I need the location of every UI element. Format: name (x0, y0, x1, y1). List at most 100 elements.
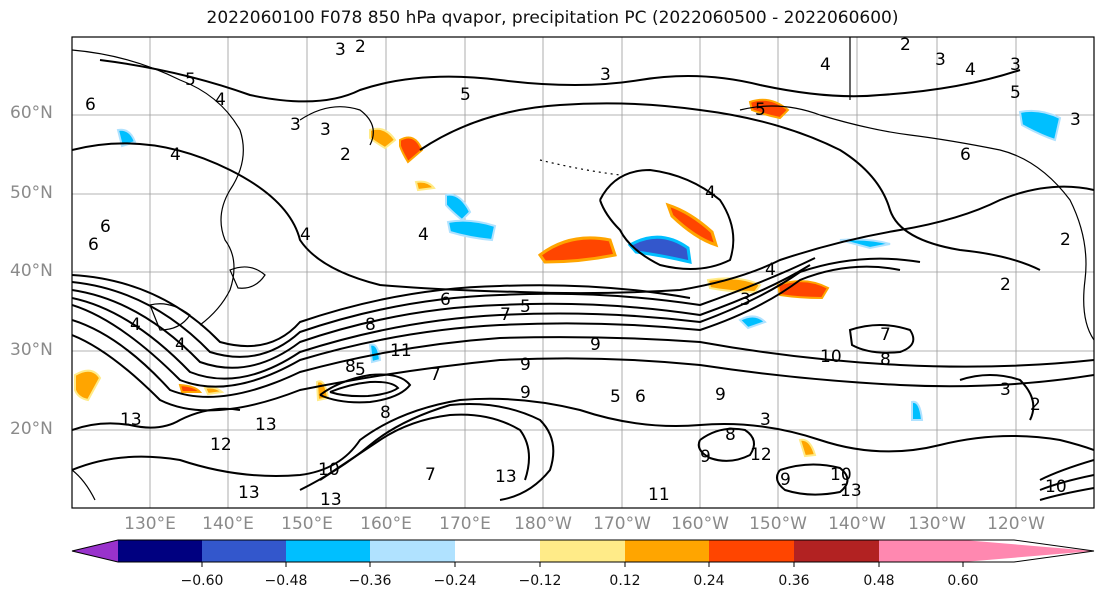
lon-label-130w: 130°W (908, 514, 966, 534)
contour-label: 2 (1030, 395, 1041, 415)
lon-label-150e: 150°E (281, 514, 333, 534)
contour-label: 5 (460, 85, 471, 105)
contour-label: 2 (1060, 230, 1071, 250)
contour-label: 9 (590, 335, 601, 355)
lon-label-160w: 160°W (671, 514, 729, 534)
contour-label: 4 (765, 260, 776, 280)
contour-label: 2 (1000, 275, 1011, 295)
contour-label: 11 (648, 485, 670, 505)
lon-label-120w: 120°W (987, 514, 1045, 534)
contour-label: 3 (290, 115, 301, 135)
contour-label: 10 (830, 465, 852, 485)
contour-label: 3 (335, 40, 346, 60)
contour-label: 6 (960, 145, 971, 165)
lat-label-20n: 20°N (10, 419, 53, 439)
colorbar-tick-label: 0.36 (778, 573, 810, 589)
contour-label: 5 (355, 360, 366, 380)
contour-label: 4 (820, 55, 831, 75)
colorbar-bin (709, 540, 794, 562)
contour-label: 3 (1010, 55, 1021, 75)
contour-label: 10 (318, 460, 340, 480)
contour-label: 10 (820, 347, 842, 367)
colorbar-bin (794, 540, 879, 562)
figure-title: 2022060100 F078 850 hPa qvapor, precipit… (206, 8, 899, 28)
contour-label: 6 (85, 95, 96, 115)
lat-label-30n: 30°N (10, 340, 53, 360)
contour-label: 3 (740, 290, 751, 310)
contour-label: 3 (600, 65, 611, 85)
colorbar-bin (118, 540, 202, 562)
contour-label: 4 (300, 225, 311, 245)
contour-label: 2 (900, 35, 911, 55)
contour-labels: 3 2 5 4 6 3 5 3 4 2 3 4 3 2 6 5 3 4 5 4 … (85, 35, 1081, 510)
contour-label: 3 (1070, 110, 1081, 130)
colorbar-tick-label: −0.60 (180, 573, 224, 589)
contour-label: 4 (170, 145, 181, 165)
contour-label: 7 (880, 325, 891, 345)
contour-label: 2 (355, 37, 366, 57)
contour-label: 5 (755, 100, 766, 120)
colorbar-tick-label: −0.24 (433, 573, 477, 589)
contour-label: 9 (780, 470, 791, 490)
contour-label: 5 (610, 387, 621, 407)
contour-label: 4 (418, 225, 429, 245)
colorbar-tick-label: −0.48 (264, 573, 308, 589)
contour-label: 7 (430, 365, 441, 385)
colorbar-tick-label: 0.60 (947, 573, 979, 589)
colorbar-outline (71, 539, 1095, 563)
colorbar-bin (879, 540, 963, 562)
contour-label: 11 (390, 341, 412, 361)
contour-label: 4 (175, 335, 186, 355)
contour-label: 9 (520, 355, 531, 375)
contour-label: 8 (880, 350, 891, 370)
contour-label: 4 (215, 90, 226, 110)
lon-label-170e: 170°E (439, 514, 491, 534)
lon-label-170w: 170°W (593, 514, 651, 534)
contour-label: 5 (185, 70, 196, 90)
coastlines (72, 37, 1094, 501)
contour-label: 6 (635, 387, 646, 407)
contour-label: 8 (345, 357, 356, 377)
colorbar-tick-label: −0.36 (348, 573, 392, 589)
lon-label-130e: 130°E (124, 514, 176, 534)
contour-label: 9 (700, 447, 711, 467)
colorbar (71, 539, 1095, 567)
colorbar-extend-low (72, 540, 118, 562)
contour-label: 8 (365, 315, 376, 335)
precip-pc-shading (74, 98, 1062, 458)
contour-label: 2 (340, 145, 351, 165)
contour-label: 13 (495, 467, 517, 487)
contour-label: 10 (1045, 477, 1067, 497)
contour-label: 13 (238, 483, 260, 503)
contour-label: 9 (715, 385, 726, 405)
contour-label: 4 (130, 315, 141, 335)
contour-label: 7 (425, 465, 436, 485)
contour-label: 8 (380, 403, 391, 423)
lon-label-180w: 180°W (514, 514, 572, 534)
lat-label-40n: 40°N (10, 261, 53, 281)
lat-label-60n: 60°N (10, 103, 53, 123)
contour-label: 4 (705, 183, 716, 203)
contour-label: 5 (1010, 83, 1021, 103)
contour-label: 6 (100, 217, 111, 237)
contour-label: 13 (320, 490, 342, 510)
qvapor-contours (72, 59, 1094, 501)
contour-label: 6 (440, 290, 451, 310)
colorbar-tick-label: 0.48 (863, 573, 895, 589)
lon-label-140e: 140°E (202, 514, 254, 534)
colorbar-bin (625, 540, 709, 562)
colorbar-tick-label: −0.12 (518, 573, 562, 589)
lat-label-50n: 50°N (10, 183, 53, 203)
colorbar-bin (202, 540, 286, 562)
lon-label-140w: 140°W (828, 514, 886, 534)
colorbar-bin (455, 540, 540, 562)
lon-label-160e: 160°E (360, 514, 412, 534)
contour-label: 3 (760, 410, 771, 430)
contour-label: 13 (255, 415, 277, 435)
colorbar-extend-high (963, 540, 1094, 562)
contour-label: 5 (520, 297, 531, 317)
contour-label: 8 (725, 425, 736, 445)
lon-label-150w: 150°W (749, 514, 807, 534)
contour-label: 4 (965, 60, 976, 80)
